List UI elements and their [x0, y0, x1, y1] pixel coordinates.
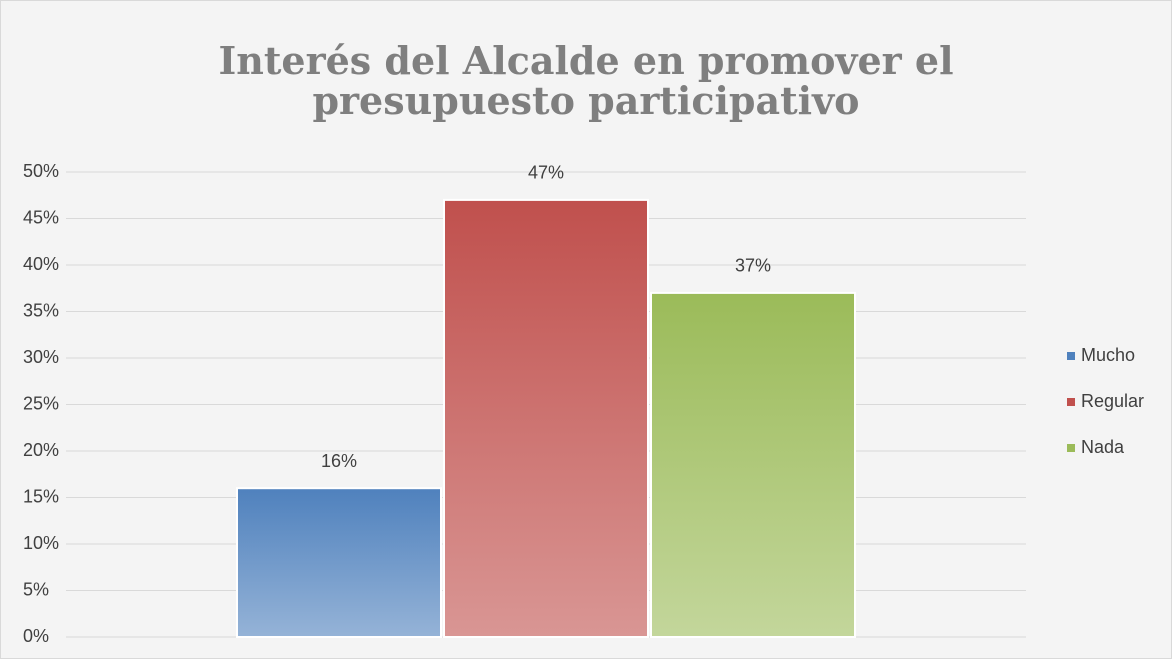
bar	[443, 198, 649, 638]
legend-label: Mucho	[1081, 345, 1135, 365]
y-tick-label: 40%	[23, 254, 59, 274]
y-tick-label: 10%	[23, 533, 59, 553]
y-tick-label: 0%	[23, 626, 49, 646]
legend-swatch	[1067, 352, 1075, 360]
legend-label: Nada	[1081, 437, 1125, 457]
y-tick-label: 45%	[23, 207, 59, 227]
data-label: 37%	[735, 256, 771, 276]
y-tick-label: 25%	[23, 393, 59, 413]
y-tick-label: 15%	[23, 486, 59, 506]
legend-label: Regular	[1081, 391, 1144, 411]
y-tick-label: 20%	[23, 440, 59, 460]
data-label: 47%	[528, 163, 564, 183]
y-tick-label: 50%	[23, 161, 59, 181]
y-tick-label: 35%	[23, 300, 59, 320]
bar	[650, 291, 856, 638]
chart-title: Interés del Alcalde en promover el presu…	[218, 38, 954, 123]
y-tick-label: 30%	[23, 347, 59, 367]
bar	[236, 487, 442, 639]
legend-swatch	[1067, 398, 1075, 406]
legend-swatch	[1067, 444, 1075, 452]
data-label: 16%	[321, 451, 357, 471]
y-tick-label: 5%	[23, 579, 49, 599]
